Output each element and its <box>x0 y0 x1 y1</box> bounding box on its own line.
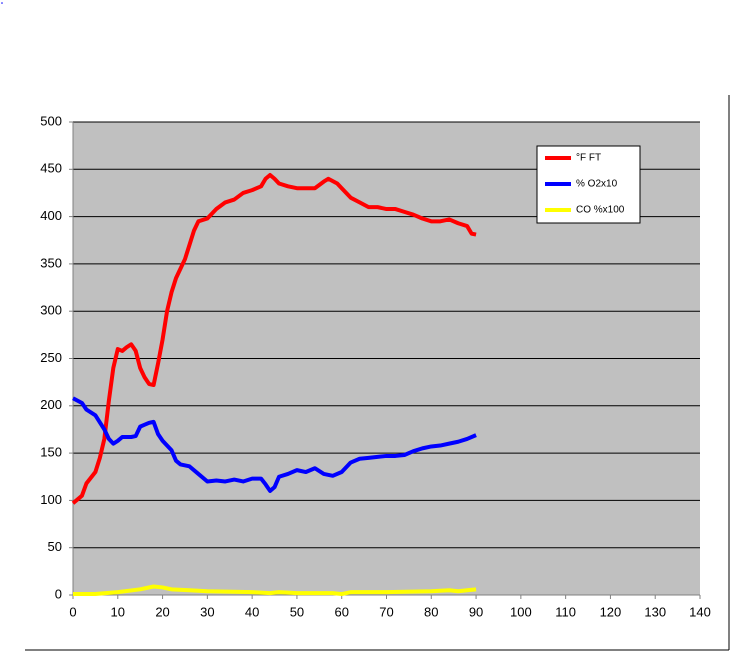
y-tick-label: 350 <box>40 255 62 270</box>
x-tick-label: 30 <box>200 604 214 619</box>
x-tick-label: 50 <box>290 604 304 619</box>
y-tick-label: 100 <box>40 492 62 507</box>
x-tick-label: 40 <box>245 604 259 619</box>
legend: °F FT % O2x10 CO %x100 <box>536 145 641 224</box>
y-tick-label: 0 <box>55 586 62 601</box>
legend-label: % O2x10 <box>576 179 618 190</box>
series-line <box>73 584 477 597</box>
x-tick-label: 130 <box>644 604 666 619</box>
series-line <box>72 396 477 493</box>
y-tick-label: 500 <box>40 113 62 128</box>
y-tick-label: 200 <box>40 397 62 412</box>
speck <box>1 2 3 4</box>
x-tick-label: 70 <box>379 604 393 619</box>
y-tick-label: 450 <box>40 161 62 176</box>
x-tick-label: 0 <box>69 604 76 619</box>
x-tick-label: 90 <box>469 604 483 619</box>
x-tick-label: 80 <box>424 604 438 619</box>
y-tick-label: 150 <box>40 445 62 460</box>
x-tick-label: 120 <box>600 604 622 619</box>
x-tick-label: 20 <box>155 604 169 619</box>
y-tick-label: 250 <box>40 350 62 365</box>
legend-label: °F FT <box>576 153 601 164</box>
x-tick-label: 60 <box>334 604 348 619</box>
y-tick-label: 400 <box>40 208 62 223</box>
x-tick-label: 110 <box>555 604 576 619</box>
legend-label: CO %x100 <box>576 205 625 216</box>
y-tick-label: 300 <box>40 303 62 318</box>
x-tick-label: 10 <box>111 604 125 619</box>
series-line <box>71 172 477 505</box>
x-tick-label: 100 <box>510 604 532 619</box>
x-tick-label: 140 <box>689 604 711 619</box>
y-tick-label: 50 <box>48 539 62 554</box>
